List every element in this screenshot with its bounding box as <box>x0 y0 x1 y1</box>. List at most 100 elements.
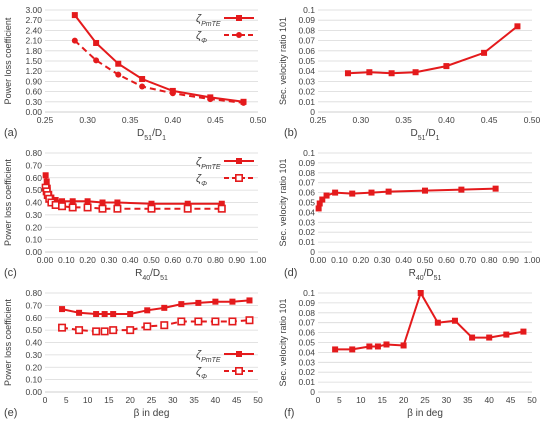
data-point <box>115 71 122 78</box>
data-point <box>385 188 392 195</box>
data-point <box>344 70 351 77</box>
x-tick-label: 0.00 <box>310 255 327 265</box>
x-tick-label: 0.40 <box>438 115 455 125</box>
series-line-1 <box>317 187 496 209</box>
legend-label-2: ζΦ <box>196 366 207 381</box>
data-point <box>43 178 50 185</box>
data-point <box>332 189 339 196</box>
x-tick-label: 0 <box>43 395 48 405</box>
y-tick-label: 2.40 <box>25 25 42 35</box>
data-point <box>58 202 67 211</box>
data-point <box>451 317 458 324</box>
data-point <box>458 186 465 193</box>
y-tick-label: 0.40 <box>25 338 42 348</box>
data-point <box>316 200 323 207</box>
chart-panel-3: 0.00 0.10 0.20 0.30 0.40 0.50 0.60 0.70 0.80 0.00… <box>3 148 267 282</box>
x-tick-label: 5 <box>64 395 69 405</box>
data-point <box>52 197 59 204</box>
x-tick-label: 0.20 <box>79 255 96 265</box>
data-point <box>503 331 510 338</box>
x-tick-label: 0.80 <box>207 255 224 265</box>
x-axis-title: β in deg <box>134 408 170 419</box>
y-tick-label: 0.50 <box>25 325 42 335</box>
data-point <box>169 90 176 97</box>
data-point <box>83 203 92 212</box>
data-point <box>520 328 527 335</box>
y-tick-label: 0.08 <box>298 168 315 178</box>
series-line-2 <box>44 187 222 210</box>
data-point <box>147 204 156 213</box>
legend-label-1: ζPmTE <box>196 13 221 28</box>
data-point <box>207 96 214 103</box>
panel-label: (b) <box>284 127 297 139</box>
x-tick-label: 0.20 <box>353 255 370 265</box>
y-tick-label: 0.08 <box>298 308 315 318</box>
data-point <box>114 199 121 206</box>
legend-label-2: ζΦ <box>196 173 207 188</box>
legend-swatch-marker <box>235 174 244 183</box>
y-tick-label: 0.06 <box>298 328 315 338</box>
y-tick-label: 0.60 <box>25 173 42 183</box>
y-axis-title: Power loss coefficient <box>3 159 13 246</box>
x-tick-label: 0.50 <box>417 255 434 265</box>
y-tick-label: 0.30 <box>25 97 42 107</box>
series-line-1 <box>347 25 519 75</box>
x-tick-label: 0.60 <box>165 255 182 265</box>
y-tick-label: 0.06 <box>298 188 315 198</box>
data-point <box>71 37 78 44</box>
data-point <box>323 192 330 199</box>
y-tick-label: 0.07 <box>298 178 315 188</box>
legend-label-1: ζPmTE <box>196 156 221 171</box>
y-tick-label: 0.07 <box>298 318 315 328</box>
chart-panel-5: 0.00 0.10 0.20 0.30 0.40 0.50 0.60 0.70 0.80 0 5 10… <box>3 288 263 419</box>
x-tick-label: 0.90 <box>228 255 245 265</box>
y-tick-label: 0.02 <box>298 227 315 237</box>
legend-swatch-marker <box>235 366 244 375</box>
y-tick-label: 0.02 <box>298 87 315 97</box>
x-tick-label: 0.30 <box>353 115 370 125</box>
legend-label-2: ζΦ <box>196 30 207 45</box>
x-tick-label: 25 <box>147 395 157 405</box>
x-tick-label: 0.30 <box>79 115 96 125</box>
data-point <box>400 342 407 349</box>
x-tick-label: 1.00 <box>250 255 267 265</box>
y-tick-label: 1.20 <box>25 66 42 76</box>
data-point <box>417 290 424 296</box>
data-point <box>139 83 146 90</box>
data-point <box>100 327 109 336</box>
data-point <box>84 198 91 205</box>
x-tick-label: 0.25 <box>37 115 54 125</box>
y-tick-label: 0.08 <box>298 25 315 35</box>
data-point <box>177 317 186 326</box>
y-tick-label: 0 <box>310 107 315 117</box>
data-point <box>469 334 476 341</box>
legend: ζPmTE ζΦ <box>196 13 254 45</box>
y-tick-label: 0.03 <box>298 217 315 227</box>
chart-panel-6: 00.010.020.030.040.050.060.070.080.090.1… <box>278 288 537 419</box>
y-tick-label: 0.00 <box>25 247 42 257</box>
legend-swatch-marker <box>236 158 242 164</box>
x-tick-label: 0.25 <box>310 115 327 125</box>
data-point <box>218 200 225 207</box>
x-tick-label: 15 <box>104 395 114 405</box>
x-tick-label: 0.50 <box>250 115 267 125</box>
x-tick-label: 15 <box>377 395 387 405</box>
y-tick-label: 0.06 <box>298 46 315 56</box>
x-tick-label: 30 <box>442 395 452 405</box>
y-axis-title: Power loss coefficient <box>3 299 13 386</box>
y-tick-label: 0.03 <box>298 357 315 367</box>
x-tick-label: 0.35 <box>395 115 412 125</box>
legend-swatch-marker <box>236 32 242 38</box>
x-tick-label: 20 <box>399 395 409 405</box>
data-point <box>110 311 117 318</box>
x-tick-label: 0.30 <box>374 255 391 265</box>
data-point <box>99 199 106 206</box>
x-tick-label: 35 <box>189 395 199 405</box>
y-tick-label: 1.50 <box>25 56 42 66</box>
y-tick-label: 0.20 <box>25 222 42 232</box>
series-line-2 <box>61 319 250 333</box>
data-point <box>93 39 100 46</box>
data-point <box>109 326 118 335</box>
x-tick-label: 40 <box>484 395 494 405</box>
data-point <box>59 198 66 205</box>
